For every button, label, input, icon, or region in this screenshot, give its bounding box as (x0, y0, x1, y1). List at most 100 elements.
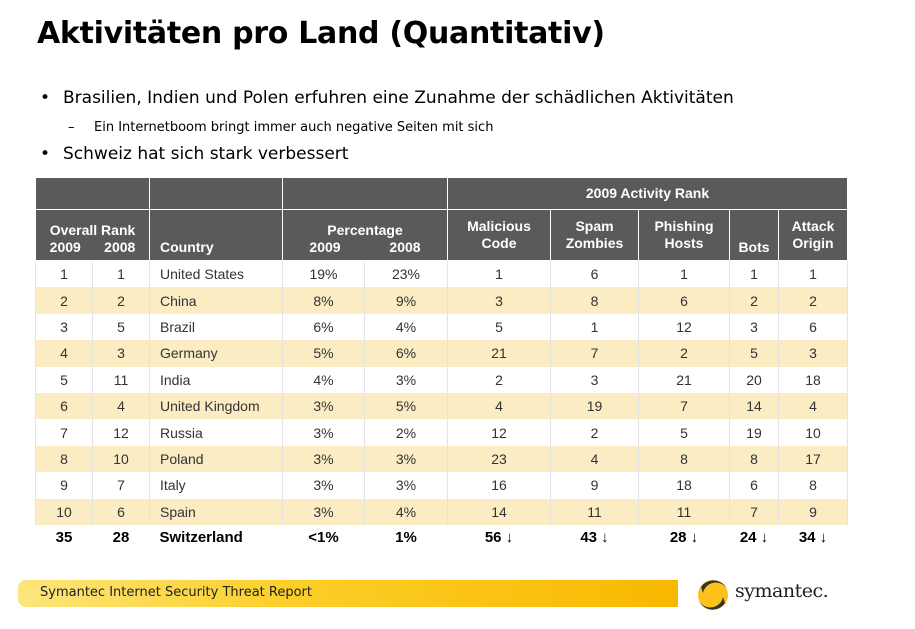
sub-bullet-text: Ein Internetboom bringt immer auch negat… (94, 120, 494, 135)
symantec-logo: symantec. (695, 575, 855, 615)
header-overall-rank: Overall Rank 2009 2008 (35, 209, 150, 261)
table-cell: 11 (550, 498, 639, 525)
table-cell: 3% (282, 392, 365, 420)
table-cell: 7 (92, 472, 150, 499)
table-cell: 1 (35, 260, 93, 288)
table-cell: 21 (447, 340, 551, 367)
header-activity-rank: 2009 Activity Rank (446, 177, 849, 210)
symantec-logo-text: symantec. (735, 580, 829, 602)
table-cell: 12 (638, 313, 730, 341)
table-cell: 1 (447, 260, 551, 288)
table-cell: 5 (92, 313, 150, 341)
table-cell: 5 (729, 340, 779, 367)
table-cell: 8 (777, 472, 849, 499)
table-cell: 4 (447, 392, 551, 420)
table-row: 8 10 Poland 3% 3% 23 4 8 8 17 (35, 445, 849, 473)
table-row: 5 11 India 4% 3% 2 3 21 20 18 (35, 366, 849, 393)
switzerland-cell: 43 ↓ (550, 524, 639, 551)
table-cell: 3% (282, 419, 365, 446)
table-row: 1 1 United States 19% 23% 1 6 1 1 1 (35, 260, 849, 288)
switzerland-cell: Switzerland (149, 524, 283, 551)
table-row: 4 3 Germany 5% 6% 21 7 2 5 3 (35, 340, 849, 367)
header-year-2008: 2008 (104, 239, 136, 255)
table-cell: 7 (35, 419, 93, 446)
table-cell: 19 (729, 419, 779, 446)
table-cell: 1 (92, 260, 150, 288)
table-cell: 4 (92, 392, 150, 420)
table-cell: China (149, 287, 283, 314)
table-cell: 3% (282, 498, 365, 525)
table-cell: 6 (729, 472, 779, 499)
table-cell: 11 (92, 366, 150, 393)
switzerland-cell: 1% (364, 524, 448, 551)
table-cell: 18 (638, 472, 730, 499)
table-cell: 8 (638, 445, 730, 473)
table-cell: 8 (35, 445, 93, 473)
table-cell: 3% (364, 472, 448, 499)
bullet-marker: • (40, 88, 51, 108)
table-cell: 3 (729, 313, 779, 341)
header-pct-2009: 2009 (309, 239, 341, 255)
table-cell: 18 (777, 366, 849, 393)
table-cell: 6 (777, 313, 849, 341)
table-cell: 20 (729, 366, 779, 393)
table-cell: 2 (550, 419, 639, 446)
table-cell: 3 (550, 366, 639, 393)
table-cell: 4% (364, 313, 448, 341)
header-blank (35, 177, 150, 210)
header-phishing-hosts: Phishing Hosts (638, 209, 730, 261)
footer-bar: Symantec Internet Security Threat Report (18, 580, 678, 607)
table-cell: 2 (777, 287, 849, 314)
table-cell: 6 (35, 392, 93, 420)
table-cell: 7 (729, 498, 779, 525)
sub-bullet-item: – Ein Internetboom bringt immer auch nega… (68, 120, 493, 135)
table-cell: Italy (149, 472, 283, 499)
table-cell: 8 (550, 287, 639, 314)
table-cell: 3% (282, 445, 365, 473)
table-cell: 2 (638, 340, 730, 367)
table-cell: 2% (364, 419, 448, 446)
header-pct-2008: 2008 (389, 239, 421, 255)
switzerland-cell: 56 ↓ (447, 524, 551, 551)
header-blank (282, 177, 448, 210)
table-row: 7 12 Russia 3% 2% 12 2 5 19 10 (35, 419, 849, 446)
header-attack-origin: Attack Origin (777, 209, 849, 261)
table-cell: 5 (35, 366, 93, 393)
table-cell: 5% (364, 392, 448, 420)
table-cell: 8 (729, 445, 779, 473)
table-cell: 17 (777, 445, 849, 473)
page-title: Aktivitäten pro Land (Quantitativ) (37, 16, 605, 51)
switzerland-cell: 34 ↓ (778, 524, 848, 551)
table-cell: 10 (35, 498, 93, 525)
table-cell: 9 (777, 498, 849, 525)
table-cell: 4 (777, 392, 849, 420)
table-cell: 3% (364, 366, 448, 393)
table-cell: India (149, 366, 283, 393)
table-cell: 3 (777, 340, 849, 367)
header-spam-zombies: Spam Zombies (550, 209, 639, 261)
table-cell: 4% (364, 498, 448, 525)
table-cell: 8% (282, 287, 365, 314)
table-cell: 23% (364, 260, 448, 288)
bullet-item: • Schweiz hat sich stark verbessert (40, 144, 348, 164)
header-percentage-label: Percentage (327, 222, 403, 238)
table-cell: 1 (777, 260, 849, 288)
header-malicious-code: Malicious Code (447, 209, 551, 261)
table-row: 3 5 Brazil 6% 4% 5 1 12 3 6 (35, 313, 849, 341)
table-cell: 7 (550, 340, 639, 367)
table-cell: 2 (729, 287, 779, 314)
dash-marker: – (68, 120, 75, 135)
table-cell: 5% (282, 340, 365, 367)
table-cell: 6 (92, 498, 150, 525)
header-blank (149, 177, 283, 210)
table-cell: 1 (550, 313, 639, 341)
table-cell: United Kingdom (149, 392, 283, 420)
table-row: 2 2 China 8% 9% 3 8 6 2 2 (35, 287, 849, 314)
table-cell: 5 (638, 419, 730, 446)
header-country: Country (149, 209, 283, 261)
switzerland-cell: 28 ↓ (638, 524, 730, 551)
table-row: 10 6 Spain 3% 4% 14 11 11 7 9 (35, 498, 849, 525)
table-cell: Germany (149, 340, 283, 367)
table-cell: 19 (550, 392, 639, 420)
table-cell: 14 (729, 392, 779, 420)
